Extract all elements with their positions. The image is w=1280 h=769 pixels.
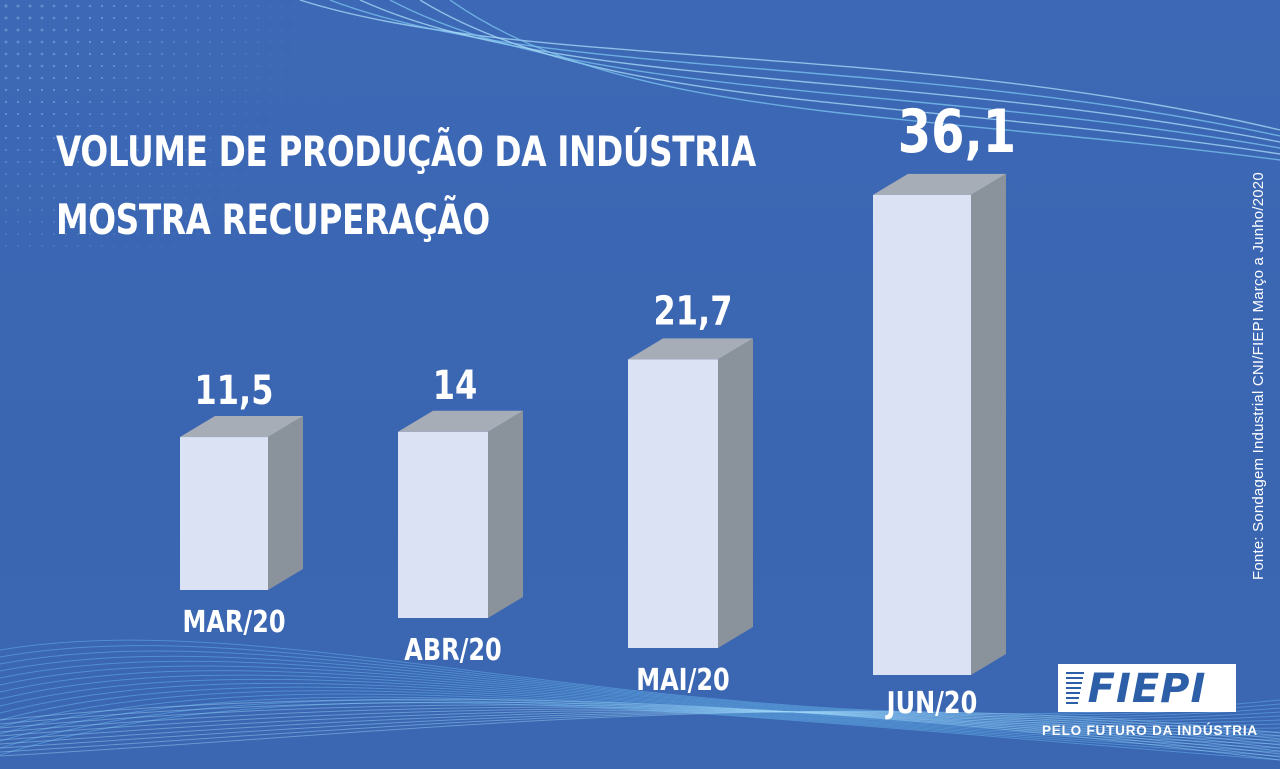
data-label: 36,1 — [898, 97, 1016, 167]
bar-front — [398, 431, 488, 618]
bar-top — [628, 338, 753, 360]
data-label: 21,7 — [654, 287, 733, 334]
bar-side — [488, 410, 523, 618]
bar-top — [873, 173, 1006, 195]
bar-top — [180, 416, 303, 438]
fiepi-logo: FIEPI — [1058, 664, 1236, 712]
logo-text: FIEPI — [1087, 666, 1207, 712]
bar-top — [398, 410, 523, 432]
bar-jun-20 — [873, 173, 1006, 675]
bar-mar-20 — [180, 416, 303, 590]
bar-side — [718, 338, 753, 648]
bar-abr-20 — [398, 410, 523, 618]
source-note: Fonte: Sondagem Industrial CNI/FIEPI Mar… — [1250, 172, 1267, 580]
dot-pattern — [4, 4, 355, 247]
data-label: 11,5 — [195, 367, 274, 414]
category-label: ABR/20 — [404, 633, 501, 667]
category-label: JUN/20 — [885, 686, 977, 720]
bar-side — [268, 416, 303, 590]
category-label: MAI/20 — [636, 663, 730, 697]
bar-front — [873, 194, 971, 675]
bar-front — [628, 359, 718, 648]
data-label: 14 — [433, 361, 478, 408]
chart-title-line-1: VOLUME DE PRODUÇÃO DA INDÚSTRIA — [56, 127, 756, 176]
logo-speed-lines — [1066, 672, 1084, 704]
chart-title: VOLUME DE PRODUÇÃO DA INDÚSTRIA MOSTRA R… — [56, 118, 756, 254]
bar-front — [180, 437, 268, 590]
bar-mai-20 — [628, 338, 753, 648]
bar-side — [971, 173, 1006, 675]
logo-tagline: PELO FUTURO DA INDÚSTRIA — [1042, 723, 1258, 738]
chart-title-line-2: MOSTRA RECUPERAÇÃO — [56, 195, 490, 244]
category-label: MAR/20 — [182, 605, 285, 639]
